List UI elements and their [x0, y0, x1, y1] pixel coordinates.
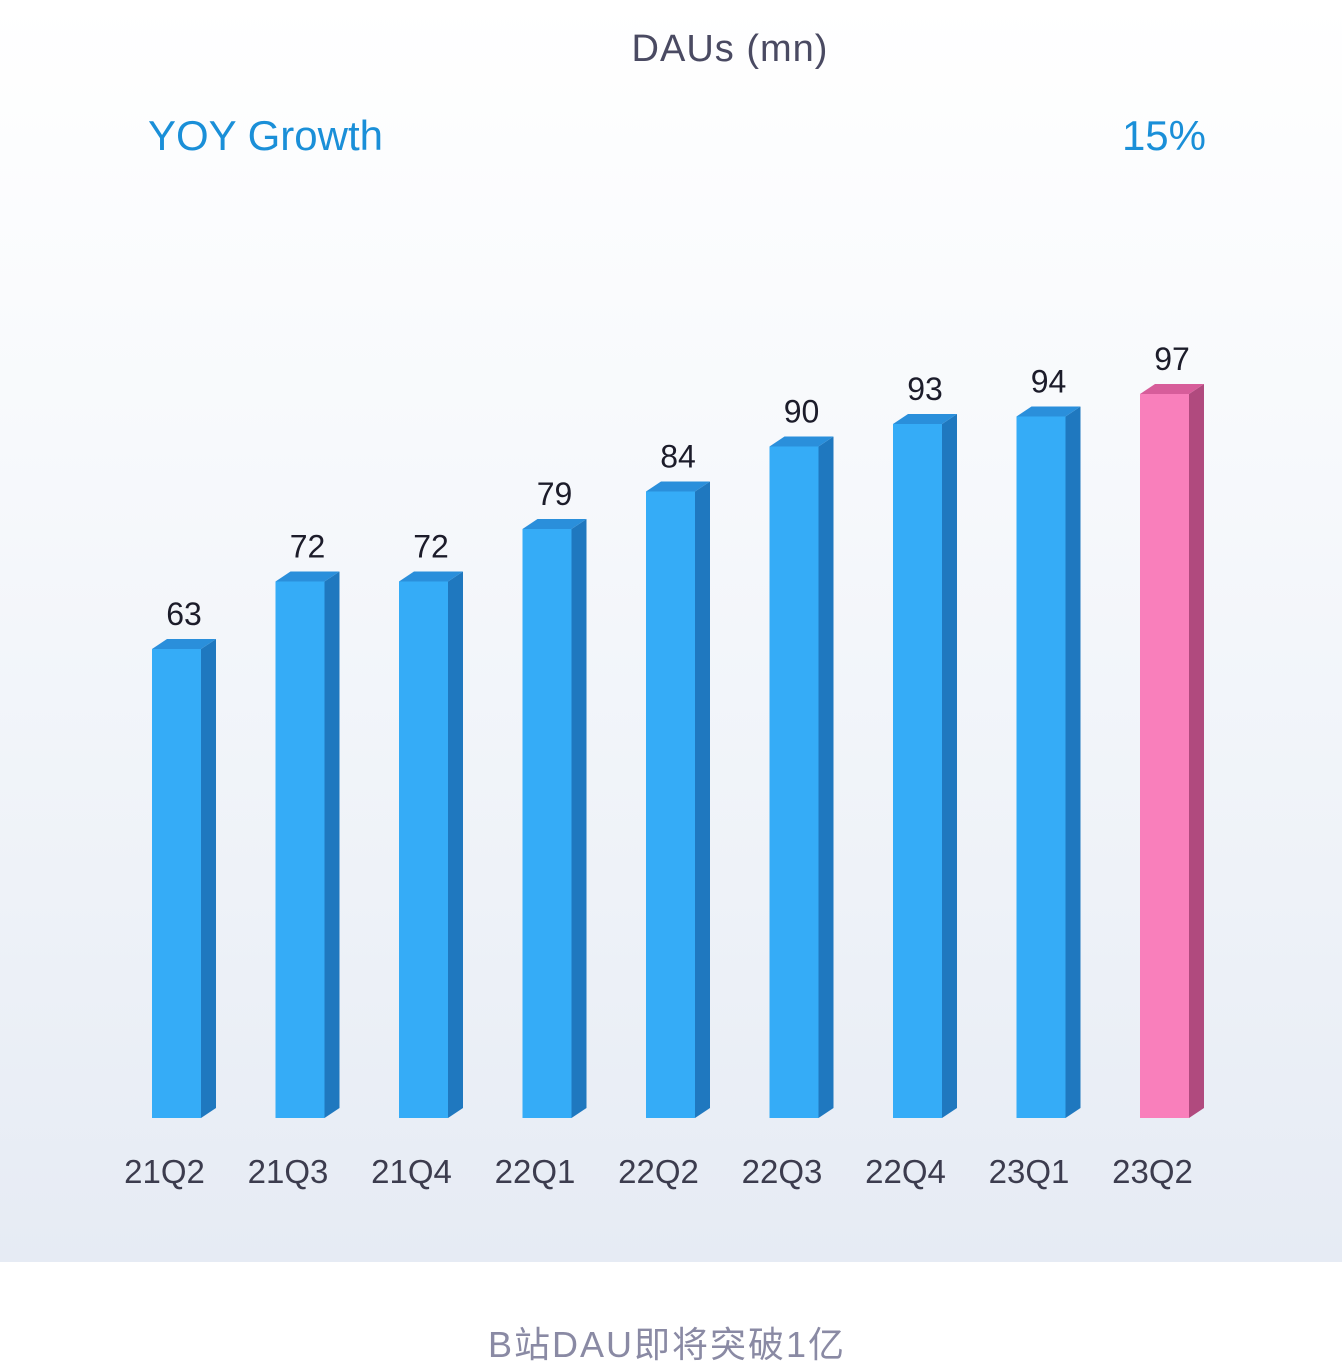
bar-side-21Q4 [448, 571, 463, 1118]
caption-area [0, 1262, 1342, 1366]
bar-side-21Q3 [324, 571, 340, 1118]
bar-side-23Q1 [1065, 406, 1081, 1118]
bar-side-22Q1 [571, 519, 587, 1118]
data-label-21Q3: 72 [290, 529, 326, 565]
bar-front-22Q1 [522, 529, 572, 1118]
data-label-22Q1: 79 [537, 476, 573, 512]
bar-front-22Q3 [769, 446, 819, 1118]
bar-top-23Q1 [1016, 406, 1081, 417]
bar-top-22Q3 [769, 436, 834, 447]
chart-title: DAUs (mn) [631, 28, 829, 70]
bar-side-22Q4 [942, 414, 957, 1118]
x-tick-label-21Q2: 21Q2 [124, 1153, 205, 1190]
caption-text: B站DAU即将突破1亿 [487, 1324, 847, 1365]
bar-top-22Q1 [522, 519, 587, 529]
x-tick-label-23Q1: 23Q1 [989, 1153, 1070, 1190]
bar-chart: 63 72 72 79 84 90 93 94 97 21Q2 21Q3 21Q4 22Q1 22Q2 2… [124, 341, 1204, 1190]
data-label-22Q2: 84 [660, 439, 696, 475]
x-tick-label-23Q2: 23Q2 [1112, 1153, 1193, 1190]
chart-panel: 63 72 72 79 84 90 93 94 97 21Q2 21Q3 21Q4 22Q1 22Q2 2… [0, 0, 1342, 1262]
bar-22Q1 [522, 519, 587, 1118]
data-label-21Q4: 72 [413, 529, 449, 565]
data-label-23Q2: 97 [1154, 341, 1190, 377]
bar-21Q3 [275, 571, 340, 1118]
bar-21Q4 [399, 571, 463, 1118]
x-tick-label-22Q1: 22Q1 [495, 1153, 576, 1190]
bar-top-22Q2 [646, 481, 710, 492]
bar-front-21Q3 [275, 581, 325, 1118]
bar-front-22Q2 [646, 491, 695, 1118]
x-tick-label-22Q3: 22Q3 [742, 1153, 823, 1190]
bar-front-23Q2 [1140, 394, 1189, 1118]
data-label-23Q1: 94 [1031, 364, 1067, 400]
bar-side-23Q2 [1189, 384, 1204, 1118]
yoy-growth-value: 15% [1121, 112, 1206, 159]
bar-23Q1 [1016, 406, 1081, 1118]
bar-front-21Q4 [399, 581, 448, 1118]
bar-top-23Q2 [1140, 384, 1204, 394]
bar-22Q4 [893, 414, 957, 1118]
bar-22Q3 [769, 436, 834, 1118]
x-tick-label-21Q3: 21Q3 [248, 1153, 329, 1190]
yoy-growth-label: YOY Growth [148, 112, 383, 159]
x-tick-label-22Q4: 22Q4 [865, 1153, 946, 1190]
bar-top-22Q4 [893, 414, 957, 424]
bar-front-23Q1 [1016, 416, 1066, 1118]
bar-top-21Q2 [152, 639, 216, 649]
bar-22Q2 [646, 481, 710, 1118]
x-tick-label-21Q4: 21Q4 [371, 1153, 452, 1190]
x-tick-label-22Q2: 22Q2 [618, 1153, 699, 1190]
bar-21Q2 [152, 639, 216, 1118]
bar-23Q2 [1140, 384, 1204, 1118]
bar-top-21Q4 [399, 571, 463, 582]
bar-top-21Q3 [275, 571, 340, 582]
bar-side-22Q2 [695, 481, 710, 1118]
data-label-21Q2: 63 [166, 596, 202, 632]
data-label-22Q4: 93 [907, 371, 943, 407]
bar-side-21Q2 [201, 639, 216, 1118]
data-label-22Q3: 90 [784, 394, 820, 430]
bar-front-21Q2 [152, 649, 201, 1118]
bar-side-22Q3 [818, 436, 834, 1118]
bar-front-22Q4 [893, 424, 942, 1118]
